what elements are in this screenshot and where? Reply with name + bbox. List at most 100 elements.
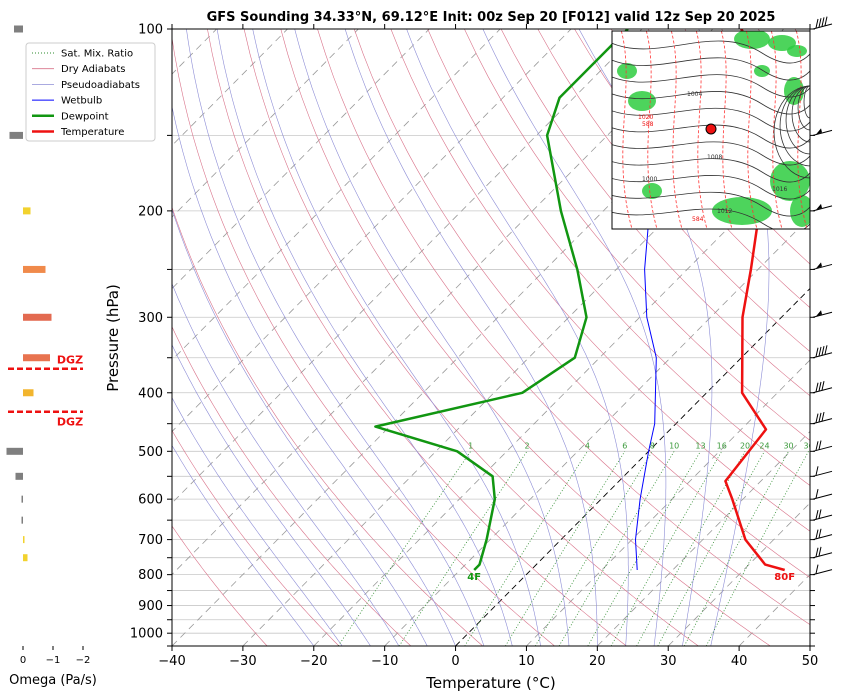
surface-dewpoint-label: 4F <box>467 572 481 583</box>
isotherm-line <box>526 359 810 646</box>
isotherm-line <box>172 29 714 576</box>
omega-bar <box>23 536 25 544</box>
mixing-ratio-label: 16 <box>717 441 727 450</box>
profile-dewpoint <box>374 29 629 571</box>
legend-box <box>25 42 156 142</box>
y-tick-label: 1000 <box>130 627 163 642</box>
y-tick-label: 700 <box>138 533 163 548</box>
wind-barb-staff <box>812 514 833 521</box>
isotherm-line <box>172 29 288 147</box>
wind-barb-flag <box>824 16 828 26</box>
isobar-contour <box>612 208 810 229</box>
precip-area <box>790 195 810 227</box>
y-tick-label: 800 <box>138 568 163 583</box>
mixing-ratio-line <box>505 451 626 646</box>
omega-bar <box>9 131 23 139</box>
height-contour <box>720 31 733 229</box>
wind-barb-staff <box>812 470 833 477</box>
wind-barb-staff <box>812 387 833 394</box>
omega-axis-label: Omega (Pa/s) <box>9 673 97 688</box>
wind-barb-flag <box>815 18 819 29</box>
x-tick-label: 30 <box>660 654 677 669</box>
isobar-contour <box>612 40 810 64</box>
dry-adiabat <box>172 429 340 646</box>
wind-barb-flag <box>821 17 825 27</box>
pseudoadiabat <box>344 29 598 646</box>
mixing-ratio-label: 10 <box>669 441 679 450</box>
wind-barbs <box>812 16 833 576</box>
pseudoadiabat <box>294 29 570 646</box>
map-contour-label: 1020 <box>638 114 653 121</box>
wind-barb-pennant <box>816 310 822 317</box>
wind-barb-flag <box>818 381 822 392</box>
wind-barb-flag <box>815 547 819 557</box>
isotherm-line <box>172 29 572 433</box>
mixing-ratio-line <box>705 451 809 646</box>
x-axis-label: Temperature (°C) <box>425 674 555 692</box>
wind-barb-flag <box>818 546 822 557</box>
wind-barb-pennant <box>816 128 822 135</box>
y-tick-label: 600 <box>138 493 163 508</box>
wind-barb-flag <box>821 411 825 422</box>
isotherm-line <box>455 287 810 646</box>
wind-barb-flag <box>818 346 822 357</box>
isotherm-line <box>172 29 643 504</box>
height-contour <box>645 31 658 229</box>
map-contour-label: 584 <box>692 216 704 223</box>
omega-bar <box>21 495 23 503</box>
isotherm-line <box>172 29 501 361</box>
inset-map-frame <box>611 30 811 230</box>
mixing-ratio-label: 13 <box>695 441 705 450</box>
omega-bar <box>23 354 50 362</box>
pseudoadiabat <box>186 29 485 646</box>
dry-adiabat <box>574 29 810 309</box>
y-tick-label: 900 <box>138 599 163 614</box>
pseudoadiabat <box>172 208 428 646</box>
wind-barb-staff <box>812 552 833 559</box>
isotherm-line <box>667 502 810 646</box>
isobar-contour <box>612 175 810 200</box>
isobar-contour <box>612 107 810 132</box>
omega-bar <box>23 554 28 562</box>
precip-area <box>617 63 637 79</box>
isobar-contour <box>612 124 810 149</box>
pseudoadiabat <box>172 344 371 646</box>
mixing-ratio-label: 20 <box>740 441 750 450</box>
wind-barb-flag <box>815 347 819 357</box>
pseudoadiabat <box>172 282 400 646</box>
y-axis-label: Pressure (hPa) <box>104 284 122 392</box>
x-tick-label: −10 <box>371 654 398 669</box>
omega-bar <box>23 265 46 273</box>
wind-barb-staff <box>812 129 833 136</box>
wind-barb-staff <box>812 534 833 541</box>
low-contour <box>791 85 810 143</box>
pseudoadiabat <box>172 444 315 646</box>
dgz-label: DGZ <box>57 354 83 367</box>
legend-label: Dewpoint <box>61 111 109 122</box>
mixing-ratio-line <box>610 451 723 646</box>
mixing-ratio-label: 1 <box>468 441 473 450</box>
map-contour-label: 588 <box>642 121 654 128</box>
wind-barb-flag <box>815 489 819 499</box>
pseudoadiabat <box>482 29 667 646</box>
omega-tick-label: 0 <box>20 655 26 666</box>
legend-label: Sat. Mix. Ratio <box>61 49 133 60</box>
wind-barb-flag <box>821 381 825 391</box>
map-contour-label: 1008 <box>707 154 722 161</box>
isobar-contour <box>612 57 810 81</box>
x-tick-label: 10 <box>518 654 535 669</box>
mixing-ratio-line <box>558 451 675 646</box>
isobar-contour <box>612 91 810 115</box>
wind-barb-pennant <box>816 203 822 210</box>
wind-barb-flag <box>818 18 822 28</box>
low-contour <box>797 85 810 131</box>
pseudoadiabat <box>698 29 770 646</box>
dry-adiabat <box>172 206 483 646</box>
wind-barb-staff <box>812 205 833 212</box>
dry-adiabat <box>464 29 810 441</box>
x-tick-label: 20 <box>589 654 606 669</box>
mixing-ratio-label: 6 <box>622 441 627 450</box>
dry-adiabat <box>207 29 627 646</box>
